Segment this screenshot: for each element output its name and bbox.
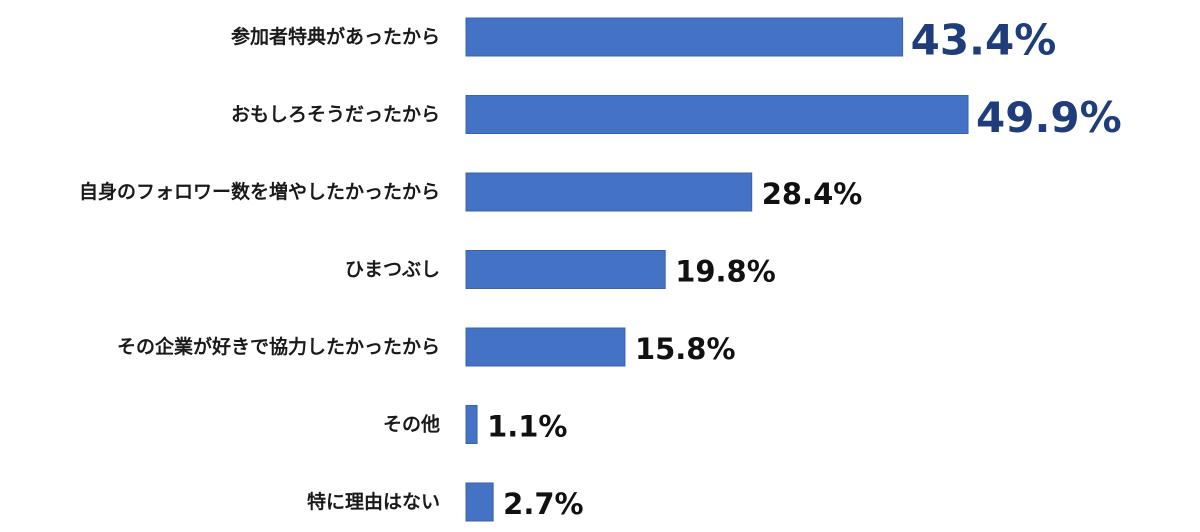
- category-label: おもしろそうだったから: [231, 104, 440, 126]
- value-label: 19.8%: [675, 255, 776, 289]
- category-labels: 参加者特典があったからおもしろそうだったから自身のフォロワー数を増やしたかったか…: [79, 25, 440, 513]
- category-label: その他: [383, 413, 440, 436]
- bar: [465, 327, 626, 367]
- bar: [465, 482, 494, 522]
- value-label: 43.4%: [911, 16, 1057, 65]
- bar: [465, 250, 666, 289]
- category-label: 参加者特典があったから: [231, 25, 440, 48]
- bar: [465, 17, 904, 57]
- bar: [465, 95, 969, 134]
- bars: [465, 17, 969, 522]
- value-label: 49.9%: [976, 93, 1122, 142]
- category-label: 自身のフォロワー数を増やしたかったから: [79, 180, 440, 203]
- value-label: 15.8%: [635, 332, 736, 366]
- value-labels: 43.4% 49.9% 28.4% 19.8% 15.8% 1.1% 2.7%: [487, 16, 1122, 522]
- value-label: 28.4%: [762, 177, 863, 211]
- category-label: ひまつぶし: [345, 259, 440, 281]
- value-label: 1.1%: [487, 410, 567, 444]
- value-label: 2.7%: [503, 487, 583, 521]
- category-label: 特に理由はない: [307, 490, 440, 513]
- bar: [465, 172, 753, 212]
- category-label: その企業が好きで協力したかったから: [117, 335, 440, 358]
- bar: [465, 405, 478, 444]
